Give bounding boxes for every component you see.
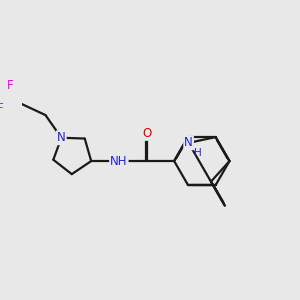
- Text: O: O: [142, 127, 151, 140]
- Text: N: N: [57, 131, 66, 144]
- Text: F: F: [0, 102, 4, 115]
- Text: N: N: [184, 136, 193, 149]
- Text: H: H: [194, 148, 202, 158]
- Text: NH: NH: [110, 154, 128, 168]
- Text: F: F: [7, 79, 14, 92]
